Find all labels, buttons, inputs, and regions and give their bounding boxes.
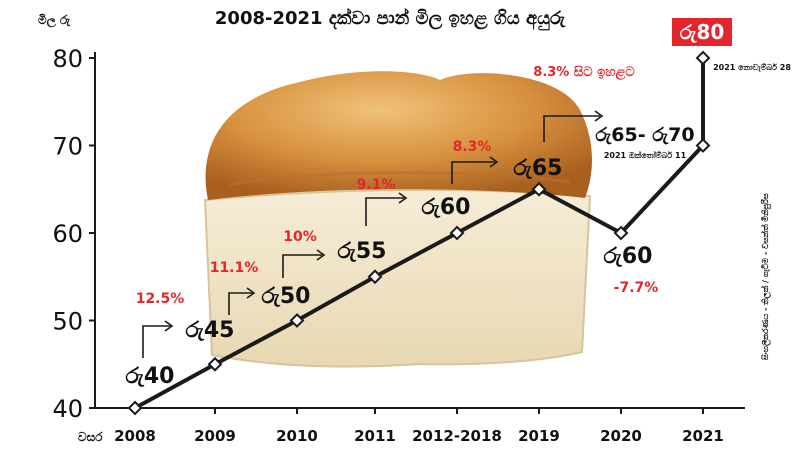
data-point-marker [127, 400, 143, 416]
annotation-rise-from-8-3: 8.3% සිට ඉහළට [533, 64, 635, 81]
percent-label-2009: 12.5% [136, 291, 185, 307]
price-markers [127, 50, 711, 416]
x-tick-label: 2008 [114, 427, 156, 445]
x-axis-label: වසර [78, 430, 103, 444]
percent-label-2019: 8.3% [453, 139, 492, 155]
price-label-2008: රු40 [125, 364, 174, 389]
data-point-marker [531, 181, 547, 197]
image-credit: සිංහලීකරණය - තිලක් / ගැටීම - වසන්ත් මිනි… [760, 193, 772, 360]
percent-label-2012-2018: 9.1% [357, 177, 396, 193]
bread-loaf-image [203, 71, 592, 368]
y-tick-label: 40 [52, 395, 83, 423]
data-point-marker [695, 138, 711, 153]
x-tick-label: 2019 [518, 427, 560, 445]
x-tick-label: 2012-2018 [412, 427, 502, 445]
annotation-2021-nov: 2021 නොවැම්බර් 28 [713, 62, 791, 72]
step-arrows [142, 110, 604, 358]
price-label-2020: රු60 [603, 244, 652, 269]
price-label-2021-nov: රු80 [680, 20, 725, 44]
x-tick-label: 2010 [276, 427, 318, 445]
data-point-marker [695, 50, 711, 66]
price-label-2019: රු65 [513, 156, 562, 181]
y-tick-label: 70 [52, 133, 83, 161]
data-point-marker [207, 356, 223, 372]
y-axis-label: මිල රු [38, 13, 71, 29]
annotation-2021-oct: 2021 ඔක්තෝම්බර් 11 [604, 150, 687, 160]
x-tick-label: 2020 [600, 427, 642, 445]
x-tick-label: 2011 [354, 427, 396, 445]
price-label-2011: රු55 [337, 239, 386, 264]
percent-label-2011: 10% [283, 229, 317, 245]
x-tick-label: 2021 [682, 427, 724, 445]
data-point-marker [449, 225, 465, 241]
y-tick-label: 80 [52, 45, 83, 73]
x-axis-ticks: 2008 2009 2010 2011 2012-2018 2019 2020 2021 [114, 408, 724, 445]
price-badge-2021-nov [672, 18, 732, 46]
data-point-marker [367, 269, 383, 285]
y-tick-label: 50 [52, 308, 83, 336]
price-label-2010: රු50 [261, 284, 310, 309]
price-label-2012-2018: රු60 [421, 195, 470, 220]
data-point-marker [613, 225, 629, 241]
price-label-2009: රු45 [185, 318, 234, 343]
y-tick-label: 60 [52, 220, 83, 248]
percent-label-2020: -7.7% [614, 280, 659, 296]
price-label-2021-oct: රු65- රු70 [595, 124, 694, 146]
y-axis-ticks: 40 50 60 70 80 [52, 45, 95, 423]
percent-label-2010: 11.1% [210, 260, 259, 276]
x-tick-label: 2009 [194, 427, 236, 445]
data-point-marker [289, 313, 305, 328]
chart-title: 2008-2021 දක්වා පාන් මිල ඉහළ ගිය අයුරු [215, 7, 566, 31]
